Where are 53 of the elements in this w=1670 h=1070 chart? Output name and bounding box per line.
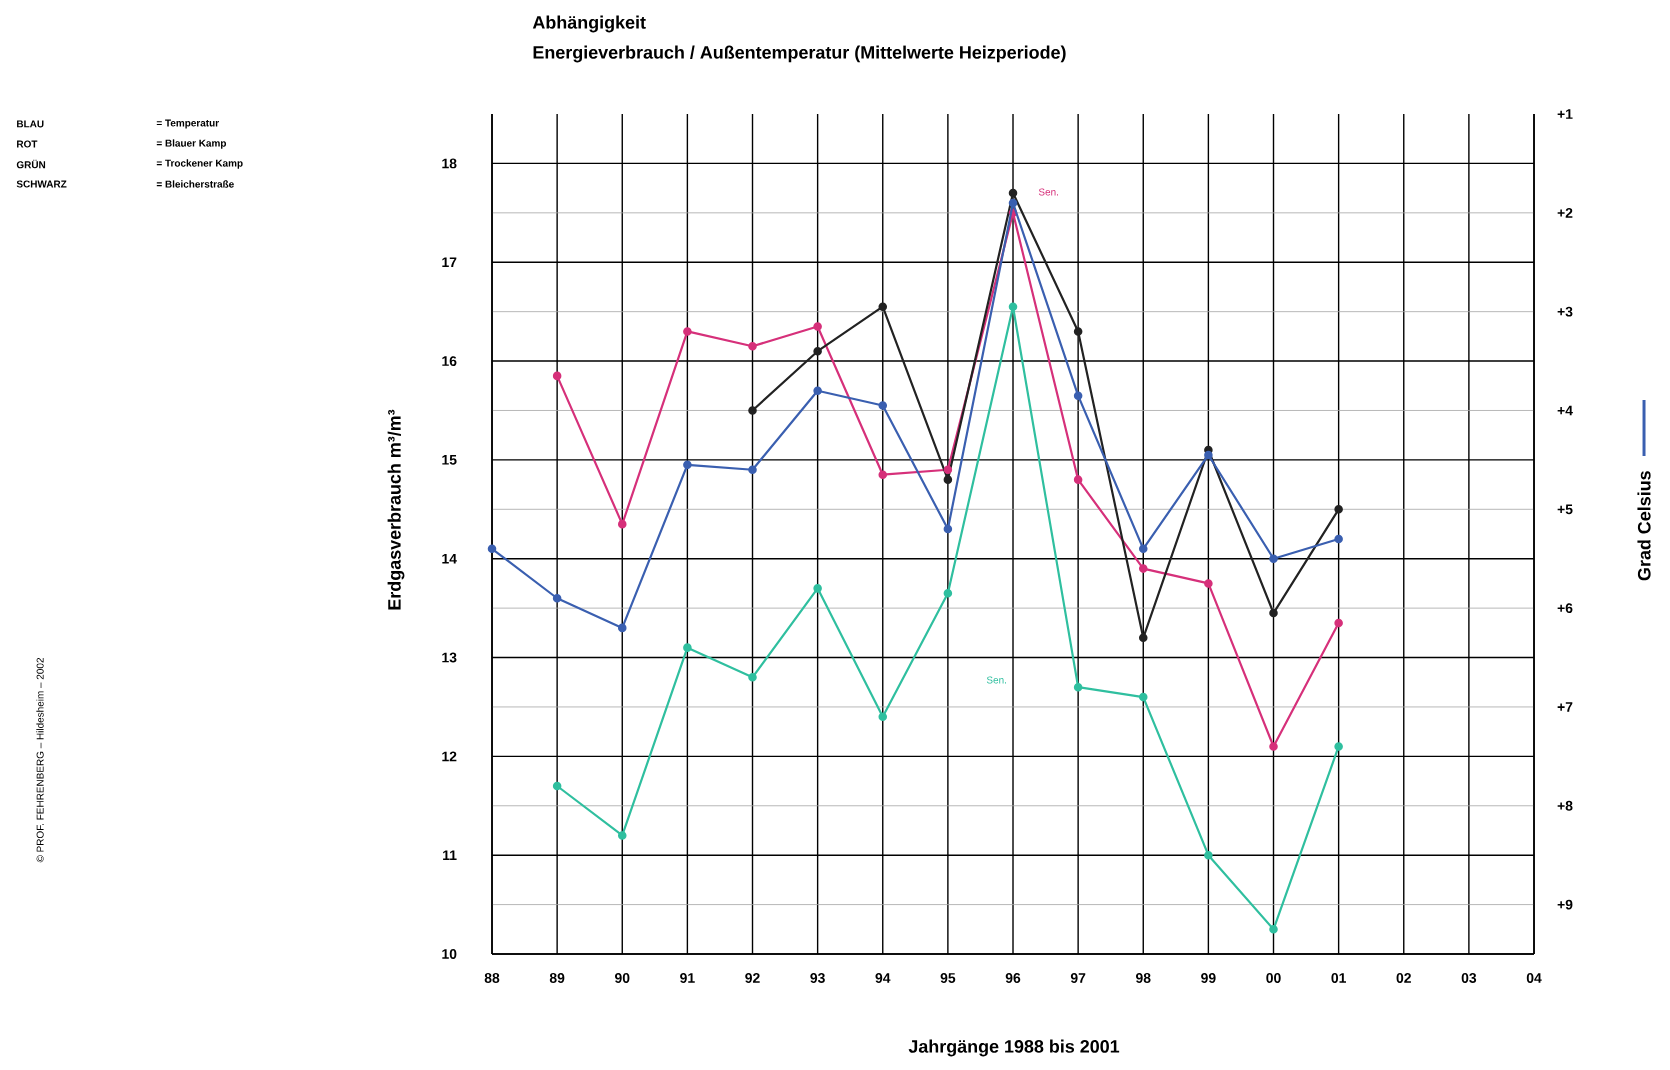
point xyxy=(1008,302,1018,312)
point xyxy=(748,341,757,351)
point xyxy=(1204,450,1213,460)
point xyxy=(813,386,822,396)
chart-subtitle: Energieverbrauch / Außentemperatur (Mittelwerte Heizperiode) xyxy=(533,45,1066,63)
point xyxy=(878,470,888,479)
point xyxy=(1073,391,1083,400)
point xyxy=(878,302,888,312)
point xyxy=(1334,534,1343,544)
point xyxy=(943,465,953,475)
point xyxy=(617,623,627,633)
point xyxy=(748,465,757,475)
point xyxy=(1073,327,1083,336)
point xyxy=(552,371,562,381)
point xyxy=(748,673,757,682)
point xyxy=(1138,692,1148,702)
point xyxy=(1138,633,1148,643)
point xyxy=(748,406,757,415)
point xyxy=(813,346,822,356)
point xyxy=(1204,579,1213,588)
point xyxy=(878,401,888,410)
point xyxy=(487,544,497,554)
point xyxy=(617,519,627,529)
point xyxy=(813,322,822,331)
point xyxy=(1138,564,1148,573)
point xyxy=(683,460,692,470)
y-axis-title: Erdgasverbrauch m³/m³ xyxy=(387,409,405,610)
point xyxy=(1073,475,1083,484)
point xyxy=(943,475,953,484)
point xyxy=(1008,188,1018,198)
point xyxy=(813,584,822,593)
point xyxy=(1334,618,1343,628)
point xyxy=(683,327,692,336)
point xyxy=(617,831,627,840)
point xyxy=(1334,505,1343,514)
point xyxy=(1269,554,1278,564)
point xyxy=(552,593,562,603)
point xyxy=(1269,925,1278,934)
point xyxy=(1269,742,1278,751)
point xyxy=(943,589,953,598)
point xyxy=(552,781,562,791)
x-axis-title: Jahrgänge 1988 bis 2001 xyxy=(908,1039,1120,1057)
point xyxy=(943,524,953,534)
point xyxy=(1334,742,1343,751)
y2-axis-title: Grad Celsius xyxy=(1637,471,1651,581)
point xyxy=(1073,682,1083,692)
point xyxy=(878,712,888,722)
point xyxy=(1138,544,1148,554)
point xyxy=(683,643,692,652)
chart-title: Abhängigkeit xyxy=(532,15,646,33)
point xyxy=(1008,198,1018,208)
point xyxy=(1204,850,1213,860)
point xyxy=(1269,608,1278,618)
